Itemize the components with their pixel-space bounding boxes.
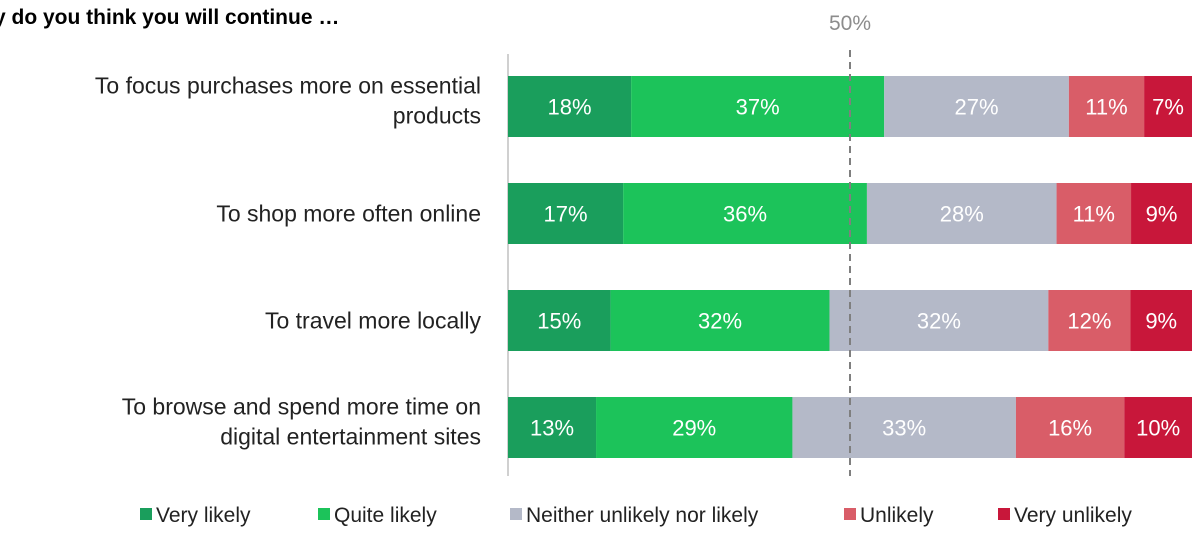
legend-swatch [510,508,522,520]
data-label: 13% [530,416,574,441]
bar-segment [596,397,793,458]
category-label: To focus purchases more on essential prod… [95,73,481,129]
data-label: 11% [1073,202,1115,227]
data-label: 32% [698,309,742,334]
reference-line-layer: 50% [829,12,871,476]
data-label: 18% [548,95,592,120]
legend-swatch [998,508,1010,520]
data-label: 7% [1152,95,1184,120]
data-label: 36% [723,202,767,227]
bar-segment [508,76,632,137]
legend: Very likely Quite likely Neither unlikely … [140,504,1132,527]
bar-segment [508,290,611,351]
bar-segment [631,76,885,137]
legend-swatch [844,508,856,520]
bar-segment [623,183,867,244]
data-label: 37% [736,95,780,120]
bar-segment [1124,397,1192,458]
bar-segment [1144,76,1192,137]
category-label: To browse and spend more time on digital … [122,394,481,450]
bar-segment [508,183,624,244]
bar-segment [1048,290,1131,351]
legend-label: Quite likely [334,504,437,527]
bar-segment [1130,290,1192,351]
data-label: 33% [882,416,926,441]
bar-segment [1015,397,1125,458]
legend-swatch [140,508,152,520]
legend-swatch [318,508,330,520]
bar-segment [866,183,1057,244]
bar-segment [1068,76,1145,137]
legend-item: Very unlikely [998,504,1132,527]
category-label: To shop more often online [216,201,481,227]
data-label: 28% [940,202,984,227]
bar-segment [1131,183,1192,244]
bar-segment [508,397,597,458]
legend-item: Very likely [140,504,251,527]
bar-segment [792,397,1016,458]
legend-item: Unlikely [844,504,934,527]
legend-label: Neither unlikely nor likely [526,504,759,527]
data-label: 9% [1145,309,1177,334]
data-label: 11% [1085,95,1127,120]
bar-segment [1056,183,1132,244]
data-label: 12% [1067,309,1111,334]
data-label: 15% [537,309,581,334]
legend-item: Quite likely [318,504,437,527]
data-label: 32% [917,309,961,334]
data-label: 27% [955,95,999,120]
legend-label: Very unlikely [1014,504,1132,527]
data-label: 16% [1048,416,1092,441]
bar-segment [829,290,1049,351]
category-labels-layer: To focus purchases more on essential prod… [95,73,482,450]
legend-item: Neither unlikely nor likely [510,504,759,527]
legend-label: Very likely [156,504,251,527]
data-label: 29% [672,416,716,441]
bars-layer: 18% 37% 27% 11% 7% 17% 36% 28% 11% 9% 15% 32% 32% 12%… [508,76,1192,458]
category-label: To travel more locally [265,308,482,334]
bar-segment [610,290,830,351]
data-label: 17% [544,202,588,227]
data-label: 9% [1146,202,1178,227]
bar-segment [884,76,1069,137]
data-label: 10% [1136,416,1180,441]
chart-title: y do you think you will continue … [0,6,340,29]
legend-label: Unlikely [860,504,934,527]
reference-line-label: 50% [829,12,871,35]
